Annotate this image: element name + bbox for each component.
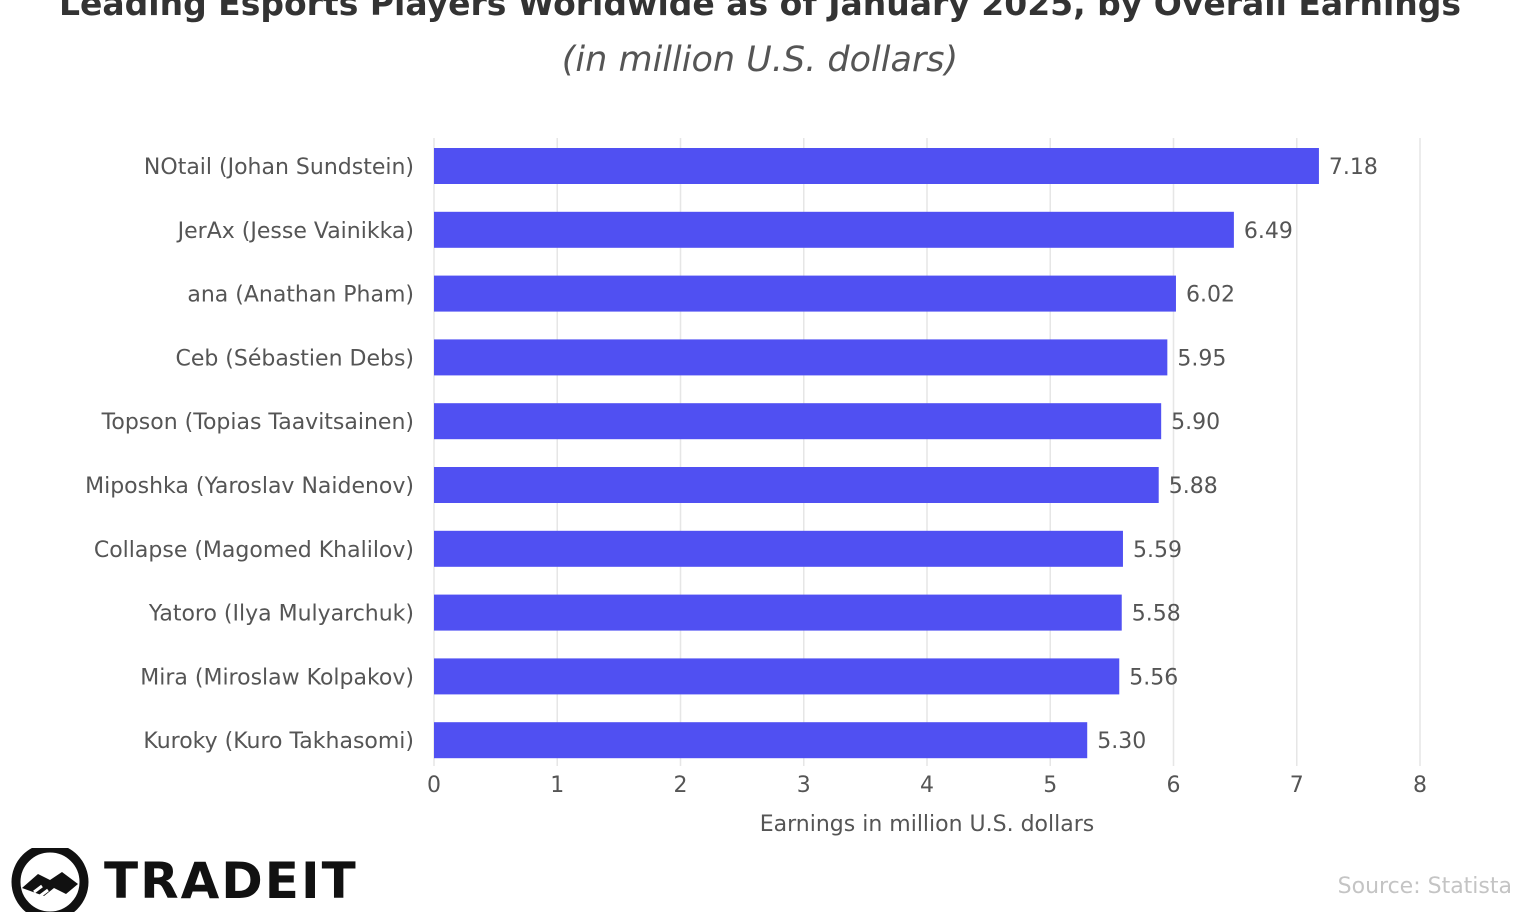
bar (434, 467, 1159, 503)
x-tick-label: 3 (797, 773, 811, 798)
category-label: Kuroky (Kuro Takhasomi) (143, 729, 414, 754)
category-label: Ceb (Sébastien Debs) (175, 346, 414, 371)
category-label: Mira (Miroslaw Kolpakov) (140, 665, 414, 690)
x-tick-label: 1 (550, 773, 564, 798)
value-label: 7.18 (1329, 155, 1378, 180)
x-tick-label: 4 (920, 773, 934, 798)
x-tick-label: 8 (1413, 773, 1427, 798)
bar (434, 211, 1234, 248)
category-label: Topson (Topias Taavitsainen) (101, 410, 414, 435)
x-tick-label: 7 (1290, 773, 1304, 798)
logo-wordmark: TRADEIT (104, 852, 358, 910)
category-label: Collapse (Magomed Khalilov) (94, 538, 414, 563)
bar (434, 339, 1168, 376)
category-label: Yatoro (Ilya Mulyarchuk) (148, 602, 414, 627)
category-label: NOtail (Johan Sundstein) (144, 155, 414, 180)
category-labels: NOtail (Johan Sundstein) JerAx (Jesse Vai… (85, 155, 414, 754)
category-label: ana (Anathan Pham) (187, 283, 414, 308)
value-label: 5.58 (1132, 602, 1181, 627)
chart-title: Leading Esports Players Worldwide as of … (58, 0, 1462, 23)
x-axis-title: Earnings in million U.S. dollars (760, 812, 1094, 837)
x-axis-ticks: 0 1 2 3 4 5 6 7 8 (427, 773, 1427, 798)
bar (434, 530, 1123, 567)
x-tick-label: 0 (427, 773, 441, 798)
bar (434, 658, 1120, 695)
value-label: 6.49 (1244, 219, 1293, 244)
value-label: 5.30 (1097, 729, 1146, 754)
category-label: JerAx (Jesse Vainikka) (176, 219, 414, 244)
handshake-icon (11, 848, 89, 912)
tradeit-logo (11, 848, 89, 912)
x-tick-label: 5 (1043, 773, 1057, 798)
value-label: 5.56 (1129, 665, 1178, 690)
x-tick-label: 6 (1167, 773, 1181, 798)
chart-subtitle: (in million U.S. dollars) (561, 40, 959, 80)
value-label: 5.90 (1171, 410, 1220, 435)
value-label: 5.88 (1169, 474, 1218, 499)
bar (434, 722, 1088, 759)
value-label: 5.59 (1133, 538, 1182, 563)
bar (434, 275, 1176, 312)
category-label: Miposhka (Yaroslav Naidenov) (85, 474, 414, 499)
bars (434, 148, 1319, 759)
source-note: Source: Statista (1337, 874, 1512, 899)
bar (434, 148, 1319, 184)
value-label: 5.95 (1177, 346, 1226, 371)
x-tick-label: 2 (674, 773, 688, 798)
bar (434, 403, 1162, 440)
bar (434, 594, 1122, 631)
value-label: 6.02 (1186, 283, 1235, 308)
value-labels: 7.18 6.49 6.02 5.95 5.90 5.88 5.59 5.58 5.56 5.30 (1097, 155, 1378, 754)
